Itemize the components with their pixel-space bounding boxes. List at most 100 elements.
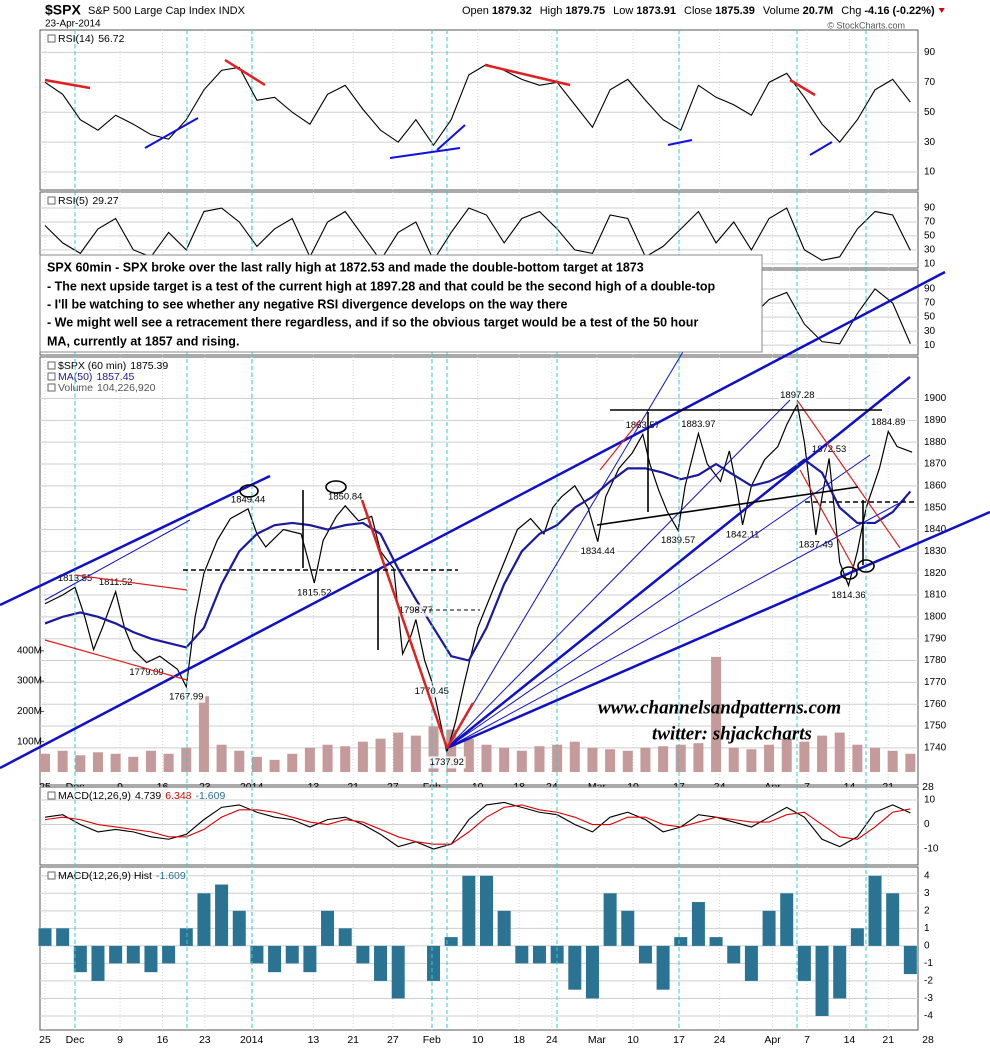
x-tick-label: 28 <box>922 1034 934 1046</box>
legend-text: 6.348 <box>165 790 191 802</box>
x-tick-label: Mar <box>588 1034 607 1046</box>
quote-label: Volume <box>763 5 800 17</box>
fan-line <box>44 519 191 601</box>
hist-bar <box>515 945 529 964</box>
y-tick-label: 1860 <box>924 480 947 491</box>
quote-value: 1873.91 <box>636 5 676 17</box>
rsi-div-line <box>224 58 266 87</box>
volume-bar <box>799 741 810 772</box>
volume-bar <box>587 747 598 772</box>
y-tick-label: 3 <box>924 888 930 899</box>
x-tick-label: 9 <box>117 1034 123 1046</box>
hist-bar <box>709 937 723 946</box>
panel-frame <box>39 29 919 191</box>
quote-value: -4.16 (-0.22%) <box>864 5 935 17</box>
volume-bar <box>163 753 174 772</box>
y-tick-label: 70 <box>924 217 936 228</box>
x-tick-label: 10 <box>627 1034 639 1046</box>
annotation-label: 1737.92 <box>430 757 464 768</box>
x-tick-label: 21 <box>347 1034 359 1046</box>
legend-text: 1875.39 <box>130 360 168 372</box>
rsi-arrows <box>144 117 833 159</box>
neckline <box>596 486 859 526</box>
red-line <box>796 399 901 549</box>
hist-bar <box>833 945 847 999</box>
rsi-arrow <box>389 147 461 159</box>
fan-line <box>446 339 691 749</box>
volume-bar <box>428 726 439 772</box>
y-tick-label: 10 <box>924 167 936 178</box>
legend-text: 56.72 <box>98 33 124 45</box>
volume-bar <box>764 744 775 772</box>
x-tick-label: 27 <box>387 1034 399 1046</box>
y-tick-label: 2 <box>924 905 930 916</box>
note-line: MA, currently at 1857 and rising. <box>47 334 239 348</box>
hist-bar <box>727 945 741 964</box>
annotation-box <box>326 490 365 503</box>
volume-bar <box>658 746 669 772</box>
x-tick-label: 23 <box>199 1034 211 1046</box>
hist-bar <box>532 945 546 964</box>
y-tick-label: 1760 <box>924 699 947 710</box>
y-tick-label: 50 <box>924 231 936 242</box>
annotation-label: 1872.53 <box>812 444 846 455</box>
hist-bar <box>462 875 476 946</box>
annotation-label: 1779.09 <box>129 667 163 678</box>
annotation-box <box>796 538 835 551</box>
legend-text: Volume <box>58 382 93 394</box>
note-background <box>39 254 763 353</box>
fan-lines <box>44 339 906 749</box>
volume-bar <box>198 696 209 772</box>
rsi-arrow <box>436 124 466 151</box>
red-line <box>799 469 856 571</box>
y-tick-label: 1820 <box>924 568 947 579</box>
volume-bar <box>110 753 121 772</box>
y-tick-label: 1790 <box>924 633 947 644</box>
hist-bar <box>91 945 105 981</box>
volume-bar <box>322 744 333 772</box>
x-tick-label: 28 <box>922 781 934 793</box>
volume-bar <box>393 732 404 772</box>
annotation-box <box>659 534 698 547</box>
annotation-box <box>829 589 868 602</box>
y-tick-label: 1890 <box>924 415 947 426</box>
hist-bar <box>444 937 458 946</box>
y-tick-label: 30 <box>924 137 936 148</box>
quote-value: 20.7M <box>803 5 834 17</box>
annotation-label: 1839.57 <box>661 535 695 546</box>
rsi-div-line <box>789 78 816 97</box>
hist-bar <box>179 928 193 946</box>
hist-bar <box>850 928 864 946</box>
hist-bar <box>321 910 335 946</box>
volume-bar <box>640 747 651 772</box>
indicator-line <box>751 288 911 345</box>
annotation-box <box>295 586 334 599</box>
down-triangle <box>938 8 945 13</box>
watermark: www.channelsandpatterns.com <box>598 697 841 718</box>
red-lines <box>44 399 901 681</box>
annotation-label: 1883.97 <box>681 419 715 430</box>
hist-bar <box>232 910 246 946</box>
volume-bar <box>905 753 916 772</box>
legend-text: MACD(12,26,9) <box>58 790 131 802</box>
y-tick-label: 30 <box>924 326 936 337</box>
legend-swatch <box>47 361 56 370</box>
volume-bar <box>622 750 633 772</box>
volume-bar <box>852 744 863 772</box>
red-line <box>599 419 641 471</box>
volume-bar <box>145 750 156 772</box>
annotation-label: 1884.89 <box>871 417 905 428</box>
annotation-box <box>578 545 617 558</box>
hist-bar <box>250 945 264 964</box>
red-swing <box>445 702 475 749</box>
x-tick-label: 2014 <box>240 1034 264 1046</box>
x-tick-label: 14 <box>844 1034 856 1046</box>
annotation-label: 1842.11 <box>726 529 760 540</box>
marker-circle <box>325 480 347 494</box>
marker-circle <box>857 559 875 573</box>
volume-bar <box>57 750 68 772</box>
cycle-lines <box>74 30 867 1030</box>
volume-bar <box>340 746 351 772</box>
hist-bar <box>356 945 370 964</box>
